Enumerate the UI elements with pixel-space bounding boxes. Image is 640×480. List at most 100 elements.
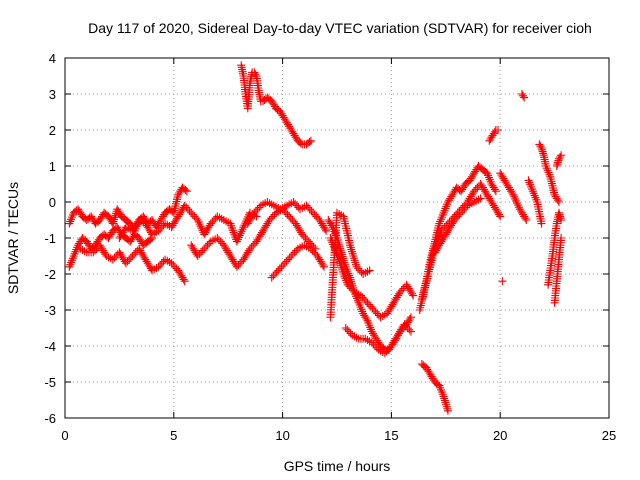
data-point-marker bbox=[406, 313, 415, 322]
series-sat-track-g bbox=[267, 241, 328, 282]
data-point-marker bbox=[270, 270, 279, 278]
data-point-marker bbox=[455, 210, 464, 219]
y-tick-label: -4 bbox=[44, 339, 56, 354]
data-point-marker bbox=[354, 264, 363, 273]
data-point-marker bbox=[312, 212, 321, 221]
data-point-marker bbox=[200, 244, 209, 253]
data-point-marker bbox=[180, 201, 189, 210]
data-point-marker bbox=[279, 261, 288, 269]
data-point-marker bbox=[240, 221, 249, 230]
data-point-marker bbox=[402, 322, 411, 331]
data-point-marker bbox=[513, 201, 522, 210]
y-tick-label: 3 bbox=[49, 87, 56, 102]
data-point-marker bbox=[490, 185, 499, 194]
data-point-marker bbox=[403, 324, 412, 332]
data-point-marker bbox=[275, 264, 284, 273]
data-point-marker bbox=[384, 345, 393, 354]
data-point-marker bbox=[341, 324, 350, 332]
data-point-marker bbox=[245, 244, 254, 253]
y-tick-label: -3 bbox=[44, 303, 56, 318]
data-point-marker bbox=[211, 214, 220, 223]
x-tick-label: 5 bbox=[170, 428, 177, 443]
data-point-marker bbox=[196, 222, 205, 231]
data-point-marker bbox=[291, 199, 300, 208]
data-point-marker bbox=[183, 205, 192, 214]
data-point-marker bbox=[554, 198, 563, 206]
data-point-marker bbox=[306, 244, 315, 253]
data-point-marker bbox=[307, 207, 316, 215]
data-point-marker bbox=[363, 298, 372, 307]
data-point-marker bbox=[110, 253, 119, 262]
y-axis-label: SDTVAR / TECUs bbox=[5, 182, 21, 294]
data-point-marker bbox=[187, 208, 196, 217]
data-point-marker bbox=[236, 229, 245, 238]
data-point-marker bbox=[557, 151, 566, 160]
data-point-marker bbox=[470, 187, 479, 196]
data-point-marker bbox=[352, 262, 361, 271]
data-point-marker bbox=[146, 228, 155, 237]
data-point-marker bbox=[440, 394, 449, 403]
data-point-marker bbox=[350, 256, 359, 265]
data-point-marker bbox=[190, 212, 199, 221]
data-point-marker bbox=[156, 261, 165, 269]
data-point-marker bbox=[181, 186, 190, 194]
data-point-marker bbox=[361, 297, 370, 305]
data-point-marker bbox=[371, 307, 380, 316]
data-point-marker bbox=[362, 315, 371, 323]
data-point-marker bbox=[405, 315, 414, 323]
data-point-marker bbox=[510, 192, 519, 201]
data-point-marker bbox=[197, 248, 205, 257]
data-point-marker bbox=[321, 225, 330, 233]
data-point-marker bbox=[357, 268, 366, 277]
data-point-marker bbox=[452, 214, 461, 223]
x-tick-label: 25 bbox=[602, 428, 616, 443]
data-point-marker bbox=[348, 247, 357, 256]
data-point-marker bbox=[89, 248, 98, 257]
data-point-marker bbox=[458, 207, 467, 215]
series-sat-track-b bbox=[65, 223, 157, 271]
series-sat-track-l bbox=[326, 208, 374, 322]
data-point-marker bbox=[289, 198, 298, 206]
data-point-marker bbox=[267, 214, 276, 223]
data-point-marker bbox=[159, 221, 168, 230]
data-point-marker bbox=[298, 230, 307, 239]
data-point-marker bbox=[476, 194, 485, 203]
data-point-marker bbox=[349, 254, 358, 263]
data-point-marker bbox=[194, 218, 203, 227]
data-point-marker bbox=[310, 248, 319, 257]
data-point-marker bbox=[512, 199, 521, 208]
x-axis-label: GPS time / hours bbox=[284, 458, 391, 474]
data-point-marker bbox=[498, 277, 507, 286]
data-point-marker bbox=[251, 207, 260, 215]
series-sat-track-u bbox=[524, 176, 546, 228]
data-point-marker bbox=[305, 138, 314, 146]
data-point-marker bbox=[318, 261, 327, 269]
data-point-marker bbox=[356, 291, 365, 300]
data-point-marker bbox=[495, 210, 504, 219]
data-point-marker bbox=[457, 208, 466, 217]
data-point-marker bbox=[512, 196, 521, 205]
series-sat-track-v bbox=[535, 140, 563, 206]
data-point-marker bbox=[294, 203, 303, 212]
data-point-marker bbox=[235, 231, 244, 240]
data-point-marker bbox=[280, 259, 289, 268]
data-point-marker bbox=[111, 211, 120, 220]
series-sat-track-x bbox=[550, 234, 566, 307]
series-sat-track-t bbox=[498, 277, 507, 286]
data-point-marker bbox=[369, 340, 378, 349]
data-point-marker bbox=[335, 257, 344, 266]
data-point-marker bbox=[234, 233, 243, 242]
data-point-marker bbox=[216, 237, 225, 246]
data-point-marker bbox=[193, 216, 202, 224]
data-point-marker bbox=[514, 203, 523, 212]
series-sat-track-j bbox=[326, 234, 418, 322]
data-point-marker bbox=[195, 220, 204, 229]
data-point-marker bbox=[195, 250, 204, 259]
series-sat-track-h bbox=[237, 61, 315, 149]
data-point-marker bbox=[301, 234, 310, 242]
data-point-marker bbox=[167, 259, 176, 268]
data-point-marker bbox=[319, 262, 328, 271]
data-point-marker bbox=[154, 262, 163, 271]
data-series bbox=[65, 61, 566, 415]
data-point-marker bbox=[517, 90, 526, 98]
